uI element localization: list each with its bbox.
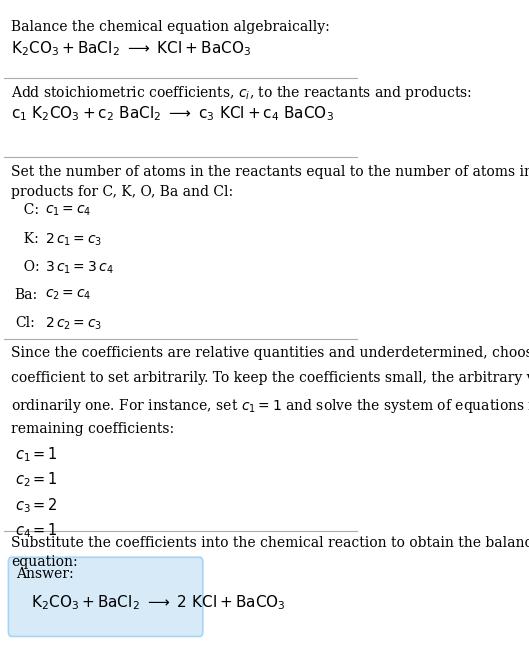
Text: Substitute the coefficients into the chemical reaction to obtain the balanced: Substitute the coefficients into the che… [11,536,529,549]
Text: Since the coefficients are relative quantities and underdetermined, choose a: Since the coefficients are relative quan… [11,346,529,360]
Text: $\mathrm{K_2CO_3 + BaCl_2 \ \longrightarrow \ 2\ KCl + BaCO_3}$: $\mathrm{K_2CO_3 + BaCl_2 \ \longrightar… [31,593,285,611]
Text: ordinarily one. For instance, set $\mathit{c_1 = 1}$ and solve the system of equ: ordinarily one. For instance, set $\math… [11,397,529,415]
Text: Ba:: Ba: [15,288,38,302]
Text: Add stoichiometric coefficients, $\mathit{c_i}$, to the reactants and products:: Add stoichiometric coefficients, $\mathi… [11,84,472,102]
Text: $\mathit{c_4 = 1}$: $\mathit{c_4 = 1}$ [15,521,58,540]
Text: $\mathit{c_1 = c_4}$: $\mathit{c_1 = c_4}$ [45,203,91,218]
Text: $\mathrm{c_1\ K_2CO_3 + c_2\ BaCl_2 \ \longrightarrow \ c_3\ KCl + c_4\ BaCO_3}$: $\mathrm{c_1\ K_2CO_3 + c_2\ BaCl_2 \ \l… [11,104,334,123]
Text: products for C, K, O, Ba and Cl:: products for C, K, O, Ba and Cl: [11,185,233,199]
Text: Balance the chemical equation algebraically:: Balance the chemical equation algebraica… [11,20,330,34]
Text: remaining coefficients:: remaining coefficients: [11,422,175,437]
Text: Answer:: Answer: [16,567,74,582]
Text: $\mathit{3\,c_1 = 3\,c_4}$: $\mathit{3\,c_1 = 3\,c_4}$ [45,259,113,276]
Text: coefficient to set arbitrarily. To keep the coefficients small, the arbitrary va: coefficient to set arbitrarily. To keep … [11,371,529,386]
Text: $\mathit{c_3 = 2}$: $\mathit{c_3 = 2}$ [15,496,58,514]
FancyBboxPatch shape [8,557,203,637]
Text: equation:: equation: [11,555,78,569]
Text: K:: K: [15,232,39,245]
Text: $\mathit{c_2 = 1}$: $\mathit{c_2 = 1}$ [15,470,58,489]
Text: O:: O: [15,259,39,274]
Text: Cl:: Cl: [15,316,34,330]
Text: C:: C: [15,203,39,217]
Text: Set the number of atoms in the reactants equal to the number of atoms in the: Set the number of atoms in the reactants… [11,165,529,179]
Text: $\mathit{2\,c_2 = c_3}$: $\mathit{2\,c_2 = c_3}$ [45,316,102,333]
Text: $\mathit{2\,c_1 = c_3}$: $\mathit{2\,c_1 = c_3}$ [45,232,102,248]
Text: $\mathit{c_2 = c_4}$: $\mathit{c_2 = c_4}$ [45,288,91,302]
Text: $\mathrm{K_2CO_3 + BaCl_2 \ \longrightarrow \ KCl + BaCO_3}$: $\mathrm{K_2CO_3 + BaCl_2 \ \longrightar… [11,39,251,58]
Text: $\mathit{c_1 = 1}$: $\mathit{c_1 = 1}$ [15,445,58,463]
